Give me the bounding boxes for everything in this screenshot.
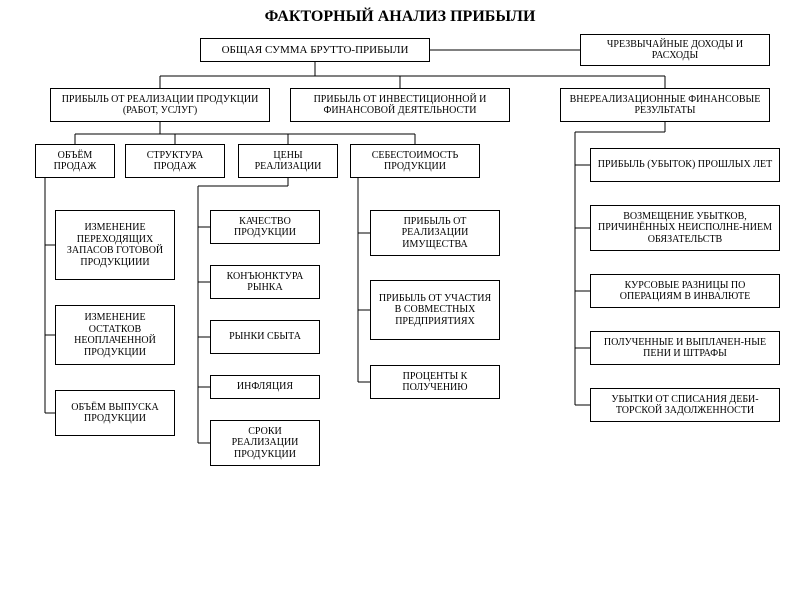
node-struct: СТРУКТУРА ПРОДАЖ bbox=[125, 144, 225, 178]
node-i3: ПРОЦЕНТЫ К ПОЛУЧЕНИЮ bbox=[370, 365, 500, 399]
node-n2: ВОЗМЕЩЕНИЕ УБЫТКОВ, ПРИЧИНЁННЫХ НЕИСПОЛН… bbox=[590, 205, 780, 251]
node-n4: ПОЛУЧЕННЫЕ И ВЫПЛАЧЕН-НЫЕ ПЕНИ И ШТРАФЫ bbox=[590, 331, 780, 365]
node-prod: ПРИБЫЛЬ ОТ РЕАЛИЗАЦИИ ПРОДУКЦИИ (РАБОТ, … bbox=[50, 88, 270, 122]
node-v2: ИЗМЕНЕНИЕ ОСТАТКОВ НЕОПЛАЧЕННОЙ ПРОДУКЦИ… bbox=[55, 305, 175, 365]
node-n3: КУРСОВЫЕ РАЗНИЦЫ ПО ОПЕРАЦИЯМ В ИНВАЛЮТЕ bbox=[590, 274, 780, 308]
node-p1: КАЧЕСТВО ПРОДУКЦИИ bbox=[210, 210, 320, 244]
node-p4: ИНФЛЯЦИЯ bbox=[210, 375, 320, 399]
node-nonop: ВНЕРЕАЛИЗАЦИОННЫЕ ФИНАНСОВЫЕ РЕЗУЛЬТАТЫ bbox=[560, 88, 770, 122]
node-n1: ПРИБЫЛЬ (УБЫТОК) ПРОШЛЫХ ЛЕТ bbox=[590, 148, 780, 182]
node-p2: КОНЪЮНКТУРА РЫНКА bbox=[210, 265, 320, 299]
node-n5: УБЫТКИ ОТ СПИСАНИЯ ДЕБИ-ТОРСКОЙ ЗАДОЛЖЕН… bbox=[590, 388, 780, 422]
node-invest: ПРИБЫЛЬ ОТ ИНВЕСТИЦИОННОЙ И ФИНАНСОВОЙ Д… bbox=[290, 88, 510, 122]
node-vol: ОБЪЁМ ПРОДАЖ bbox=[35, 144, 115, 178]
diagram-title: ФАКТОРНЫЙ АНАЛИЗ ПРИБЫЛИ bbox=[0, 8, 800, 26]
node-cost: СЕБЕСТОИМОСТЬ ПРОДУКЦИИ bbox=[350, 144, 480, 178]
node-total: ОБЩАЯ СУММА БРУТТО-ПРИБЫЛИ bbox=[200, 38, 430, 62]
node-v1: ИЗМЕНЕНИЕ ПЕРЕХОДЯЩИХ ЗАПАСОВ ГОТОВОЙ ПР… bbox=[55, 210, 175, 280]
node-p3: РЫНКИ СБЫТА bbox=[210, 320, 320, 354]
node-v3: ОБЪЁМ ВЫПУСКА ПРОДУКЦИИ bbox=[55, 390, 175, 436]
node-p5: СРОКИ РЕАЛИЗАЦИИ ПРОДУКЦИИ bbox=[210, 420, 320, 466]
node-i1: ПРИБЫЛЬ ОТ РЕАЛИЗАЦИИ ИМУЩЕСТВА bbox=[370, 210, 500, 256]
node-price: ЦЕНЫ РЕАЛИЗАЦИИ bbox=[238, 144, 338, 178]
node-extraord: ЧРЕЗВЫЧАЙНЫЕ ДОХОДЫ И РАСХОДЫ bbox=[580, 34, 770, 66]
node-i2: ПРИБЫЛЬ ОТ УЧАСТИЯ В СОВМЕСТНЫХ ПРЕДПРИЯ… bbox=[370, 280, 500, 340]
